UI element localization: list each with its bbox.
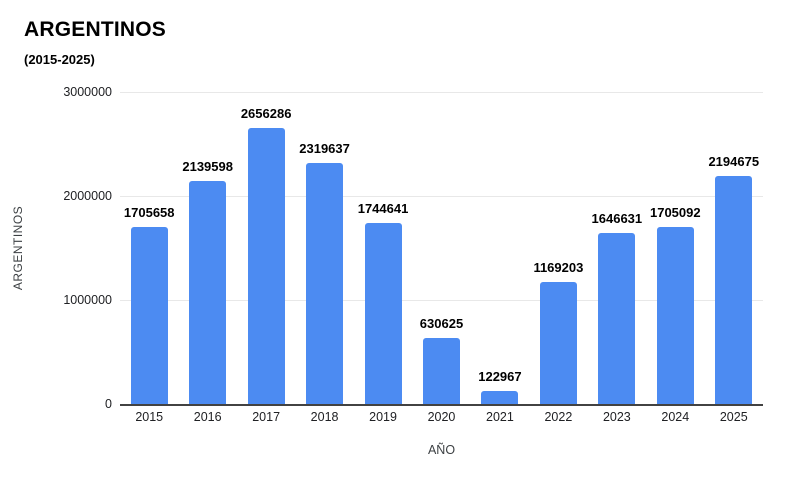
bar-value-label: 1744641 (357, 200, 409, 216)
x-tick-label: 2016 (193, 410, 222, 424)
bar-value-label: 2319637 (299, 140, 350, 156)
bar-value-label: 2656286 (240, 105, 292, 121)
bar-2017 (247, 127, 285, 404)
bar-value-label: 1169203 (533, 260, 584, 276)
y-axis-ticks: 0 1000000 2000000 3000000 (0, 85, 112, 411)
x-tick-label: 2024 (661, 410, 690, 424)
bar-value-label: 1646631 (591, 210, 643, 226)
bar-slot: 2139598 (178, 92, 236, 404)
x-axis-title: AÑO (427, 443, 456, 457)
bar-2016 (189, 181, 227, 404)
x-tick-label: 2023 (602, 410, 631, 424)
bar-2024 (656, 226, 694, 404)
bar-2021 (481, 391, 519, 404)
y-tick-label: 3000000 (63, 85, 112, 99)
y-tick-label: 2000000 (63, 189, 112, 203)
chart-subtitle: (2015-2025) (24, 52, 95, 67)
bar-slot: 2319637 (295, 92, 353, 404)
bar-2025 (715, 175, 753, 404)
plot-area: 1705658 2139598 2656286 2319637 1744641 63062… (120, 92, 763, 406)
bar-slot: 2194675 (705, 92, 763, 404)
bar-slot: 1705658 (120, 92, 178, 404)
x-tick-label: 2025 (719, 410, 748, 424)
bar-2015 (130, 226, 168, 404)
bar-value-label: 1705092 (649, 204, 701, 220)
x-tick-label: 2022 (544, 410, 573, 424)
bar-2018 (306, 162, 344, 404)
bar-2022 (539, 282, 577, 404)
x-tick-label: 2015 (135, 410, 164, 424)
bar-slot: 1646631 (588, 92, 646, 404)
bar-value-label: 122967 (478, 369, 522, 385)
x-tick-label: 2019 (369, 410, 397, 424)
bar-slot: 630625 (412, 92, 470, 404)
gridline (120, 92, 763, 93)
bar-2019 (364, 222, 402, 404)
bar-slot: 1744641 (354, 92, 412, 404)
bar-value-label: 2194675 (708, 153, 760, 169)
bar-slot: 2656286 (237, 92, 295, 404)
chart-title: ARGENTINOS (24, 18, 167, 41)
bar-slot: 1169203 (529, 92, 587, 404)
bar-2020 (422, 338, 460, 404)
x-tick-label: 2021 (486, 410, 514, 424)
x-tick-label: 2018 (310, 410, 339, 424)
bar-value-label: 2139598 (182, 159, 233, 175)
x-tick-label: 2017 (252, 410, 281, 424)
y-tick-label: 0 (105, 397, 112, 411)
y-tick-label: 1000000 (63, 293, 112, 307)
bar-slot: 122967 (471, 92, 529, 404)
bar-slot: 1705092 (646, 92, 704, 404)
x-axis-labels: 2015 2016 2017 2018 2019 2020 2021 2022 2023 2024… (120, 410, 763, 424)
x-tick-label: 2020 (427, 410, 456, 424)
bar-value-label: 1705658 (123, 204, 175, 220)
gridline (120, 196, 763, 197)
gridline (120, 300, 763, 301)
bar-value-label: 630625 (419, 316, 464, 332)
bar-2023 (598, 232, 636, 404)
